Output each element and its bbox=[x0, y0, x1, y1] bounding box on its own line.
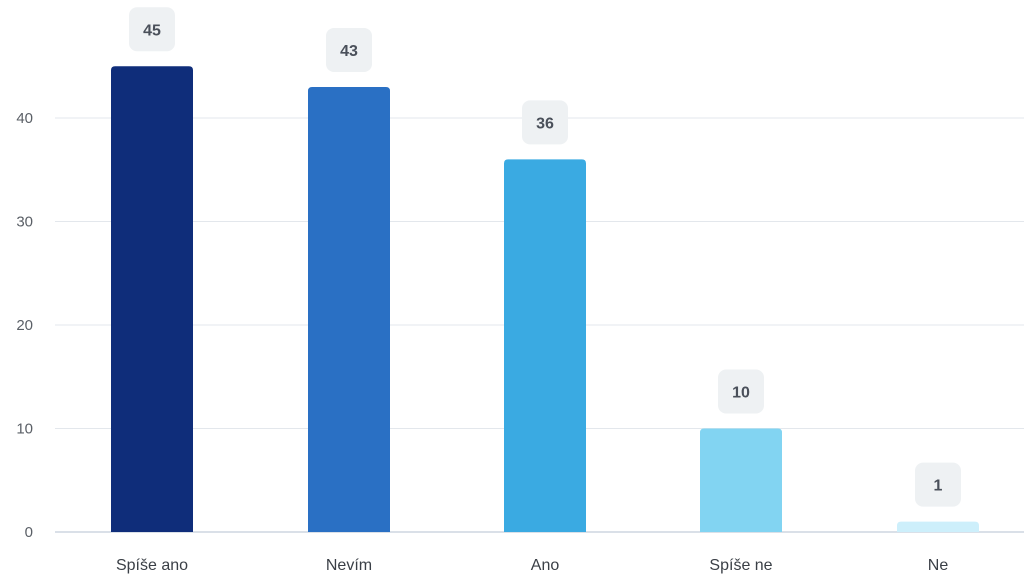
x-axis-ticks: Spíše ano Nevím Ano Spíše ne Ne bbox=[116, 557, 948, 574]
y-tick-label: 40 bbox=[16, 110, 33, 127]
bar-nevim bbox=[308, 86, 390, 532]
x-tick-label: Spíše ano bbox=[116, 557, 188, 574]
bar-ano bbox=[504, 159, 586, 532]
data-label: 1 bbox=[934, 478, 943, 495]
data-label-badge bbox=[129, 7, 175, 52]
data-label-badge bbox=[326, 27, 372, 72]
bar-ne bbox=[897, 521, 979, 532]
data-label: 45 bbox=[143, 22, 161, 39]
bar-spise-ano bbox=[111, 66, 193, 532]
bar-spise-ne bbox=[700, 428, 782, 532]
data-label-badge bbox=[915, 462, 961, 507]
y-tick-label: 30 bbox=[16, 214, 33, 231]
data-label-badge bbox=[522, 100, 568, 145]
x-tick-label: Nevím bbox=[326, 557, 372, 574]
data-label: 10 bbox=[732, 385, 750, 402]
y-tick-label: 10 bbox=[16, 421, 33, 438]
bars bbox=[111, 66, 979, 532]
data-label-badge bbox=[718, 369, 764, 414]
x-tick-label: Ne bbox=[928, 557, 949, 574]
data-label: 36 bbox=[536, 115, 554, 132]
x-tick-label: Spíše ne bbox=[709, 557, 772, 574]
data-label: 43 bbox=[340, 43, 358, 60]
y-axis-ticks: 0 10 20 30 40 bbox=[16, 110, 33, 541]
y-tick-label: 20 bbox=[16, 317, 33, 334]
x-tick-label: Ano bbox=[531, 557, 560, 574]
y-tick-label: 0 bbox=[25, 524, 33, 541]
data-labels: 45 43 36 10 1 bbox=[129, 7, 961, 507]
